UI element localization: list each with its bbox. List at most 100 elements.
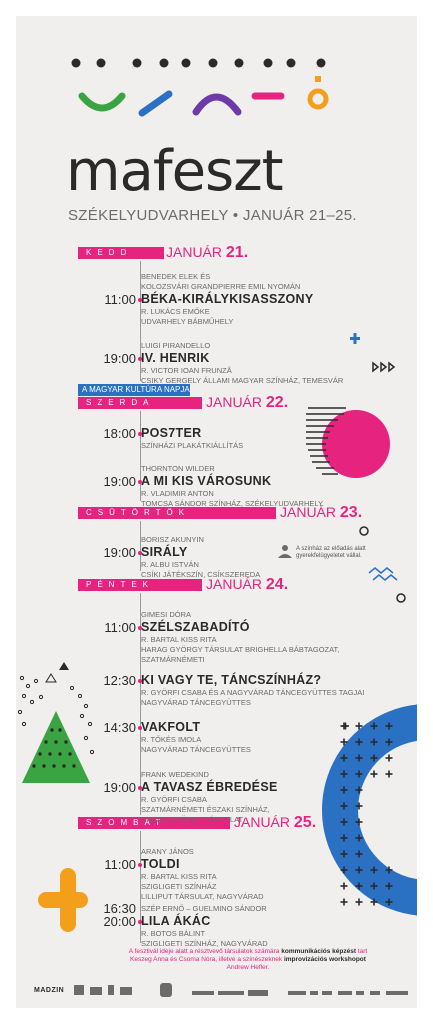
- sponsor-logo: [160, 983, 172, 997]
- event-credit: NAGYVÁRAD TÁNCEGYÜTTES: [141, 745, 251, 754]
- sponsor-logo: [310, 991, 318, 995]
- event-credit: TOMCSA SÁNDOR SZÍNHÁZ, SZÉKELYUDVARHELY: [141, 499, 323, 508]
- event-info: SZÉP ERNŐ – GUELMINO SÁNDOR LILA ÁKÁC R. B…: [141, 904, 268, 949]
- event-info: ARANY JÁNOS TOLDI R. BARTAL KISS RITA SZIGL…: [141, 847, 264, 902]
- event-title: LILA ÁKÁC: [141, 914, 211, 928]
- event-info: BENEDEK ELEK ÉS KOLOZSVÁRI GRANDPIERRE EM…: [141, 272, 314, 327]
- festival-subtitle: SZÉKELYUDVARHELY • JANUÁR 21–25.: [68, 207, 357, 224]
- day-date-szombat: JANUÁR 25.: [234, 814, 317, 831]
- day-date-pentek: JANUÁR 24.: [206, 576, 289, 593]
- sponsor-logo: [386, 991, 408, 995]
- event-credit: CSIKY GERGELY ÁLLAMI MAGYAR SZÍNHÁZ, TEM…: [141, 376, 344, 385]
- event-info: LUIGI PIRANDELLO IV. HENRIK R. VICTOR IOAN…: [141, 341, 343, 386]
- event-credit: LILLIPUT TÁRSULAT, NAGYVÁRAD: [141, 892, 264, 901]
- event-credit: R. GYÖRFI CSABA ÉS A NAGYVÁRAD TÁNCEGYÜT…: [141, 688, 365, 697]
- event-author: THORNTON WILDER: [141, 464, 215, 473]
- event-author: LUIGI PIRANDELLO: [141, 341, 211, 350]
- event-time: 11:00: [104, 292, 136, 307]
- event-title: A MI KIS VÁROSUNK: [141, 474, 272, 488]
- event-credit: R. TŐKÉS IMOLA: [141, 735, 202, 744]
- event-info: FRANK WEDEKIND A TAVASZ ÉBREDÉSE R. GYÖRFI…: [141, 770, 278, 825]
- event-info: GIMESI DÓRA SZÉLSZABADÍTÓ R. BARTAL KISS R…: [141, 610, 339, 665]
- event-info: KI VAGY TE, TÁNCSZÍNHÁZ? R. GYÖRFI CSABA …: [141, 673, 364, 708]
- event-info: THORNTON WILDER A MI KIS VÁROSUNK R. VLADI…: [141, 464, 323, 509]
- childcare-icon: [278, 545, 292, 558]
- sponsor-logo: [338, 991, 352, 995]
- event-credit: SZÍNHÁZI PLAKÁTKIÁLLÍTÁS: [141, 441, 244, 450]
- sponsor-logo: [108, 985, 114, 995]
- event-credit: UDVARHELY BÁBMŰHELY: [141, 317, 234, 326]
- sponsor-logo: [120, 987, 132, 995]
- madzin-logo: MADZIN: [34, 987, 65, 994]
- event-author: SZÉP ERNŐ – GUELMINO SÁNDOR: [141, 904, 267, 913]
- event-author: BENEDEK ELEK ÉS: [141, 272, 211, 281]
- event-credit: SZATMÁRNÉMETI ÉSZAKI SZÍNHÁZ,: [141, 805, 270, 814]
- event-title: SZÉLSZABADÍTÓ: [141, 620, 250, 634]
- day-band-szombat: SZOMBAT: [78, 817, 230, 829]
- event-credit: SZIGLIGETI SZÍNHÁZ, NAGYVÁRAD: [141, 939, 268, 948]
- special-day-tag: A MAGYAR KULTÚRA NAPJA: [78, 384, 190, 396]
- event-credit: R. VICTOR IOAN FRUNZĂ: [141, 366, 232, 375]
- day-date-szerda: JANUÁR 22.: [206, 394, 289, 411]
- logo-symbols: [71, 58, 329, 117]
- sponsor-logo: [356, 991, 364, 995]
- timeline-line: [140, 411, 141, 501]
- event-time: 11:00: [104, 620, 136, 635]
- sponsor-logos: MADZIN: [20, 981, 414, 1003]
- event-time: 16:30: [103, 901, 136, 916]
- day-date-csutortok: JANUÁR 23.: [280, 504, 363, 521]
- event-title: POS7TER: [141, 426, 202, 440]
- event-credit: HARAG GYÖRGY TÁRSULAT: [141, 815, 244, 824]
- event-author: BORISZ AKUNYIN: [141, 535, 204, 544]
- timeline-dot: [138, 863, 142, 867]
- event-credit: R. GYÖRFI CSABA: [141, 795, 207, 804]
- event-author: FRANK WEDEKIND: [141, 770, 209, 779]
- workshop-footnote: A fesztivál ideje alatt a résztvevő társ…: [128, 948, 368, 971]
- festival-title: mafeszt: [66, 139, 284, 204]
- timeline-line: [140, 521, 141, 571]
- event-title: TOLDI: [141, 857, 180, 871]
- timeline-dot: [138, 357, 142, 361]
- event-time: 19:00: [103, 351, 136, 366]
- event-credit: R. BARTAL KISS RITA: [141, 635, 217, 644]
- sponsor-logo: [288, 991, 306, 995]
- event-time: 20:00: [103, 914, 136, 929]
- sponsor-logo: [370, 991, 380, 995]
- event-title: KI VAGY TE, TÁNCSZÍNHÁZ?: [141, 673, 322, 687]
- event-time: 12:30: [103, 673, 136, 688]
- timeline-dot: [138, 551, 142, 555]
- event-credit: R. LUKÁCS EMŐKE: [141, 307, 210, 316]
- event-credit: SZIGLIGETI SZÍNHÁZ: [141, 882, 217, 891]
- day-band-csutortok: CSÜTÖRTÖK: [78, 507, 276, 519]
- event-credit: HARAG GYÖRGY TÁRSULAT BRIGHELLA BÁBTAGOZ…: [141, 645, 340, 654]
- day-band-szerda: SZERDA: [78, 397, 202, 409]
- event-time: 19:00: [103, 780, 136, 795]
- sponsor-logo: [218, 991, 244, 995]
- timeline-dot: [138, 679, 142, 683]
- event-credit: R. BARTAL KISS RITA: [141, 872, 217, 881]
- timeline-dot: [138, 480, 142, 484]
- event-author: ARANY JÁNOS: [141, 847, 194, 856]
- event-credit: R. VLADIMIR ANTON: [141, 489, 214, 498]
- event-info: POS7TER SZÍNHÁZI PLAKÁTKIÁLLÍTÁS: [141, 426, 243, 451]
- sponsor-logo: [322, 991, 332, 995]
- event-credit: CSÍKI JÁTÉKSZÍN, CSÍKSZEREDA: [141, 570, 261, 579]
- event-title: BÉKA-KIRÁLYKISASSZONY: [141, 292, 314, 306]
- timeline-dot: [138, 786, 142, 790]
- sponsor-logo: [248, 990, 268, 996]
- timeline-line: [140, 593, 141, 815]
- sponsor-logo: [192, 991, 214, 995]
- event-info: BORISZ AKUNYIN SIRÁLY R. ALBU ISTVÁN CSÍKI …: [141, 535, 260, 580]
- day-band-kedd: KEDD: [78, 247, 164, 259]
- event-credit: R. ALBU ISTVÁN: [141, 560, 199, 569]
- timeline-dot: [138, 626, 142, 630]
- sponsor-logo: [74, 985, 84, 995]
- event-credit: R. BOTOS BÁLINT: [141, 929, 206, 938]
- event-time: 14:30: [103, 720, 136, 735]
- event-time: 11:00: [104, 857, 136, 872]
- event-author: GIMESI DÓRA: [141, 610, 192, 619]
- timeline-dot: [138, 726, 142, 730]
- event-title: IV. HENRIK: [141, 351, 210, 365]
- event-time: 19:00: [103, 474, 136, 489]
- event-time: 18:00: [103, 426, 136, 441]
